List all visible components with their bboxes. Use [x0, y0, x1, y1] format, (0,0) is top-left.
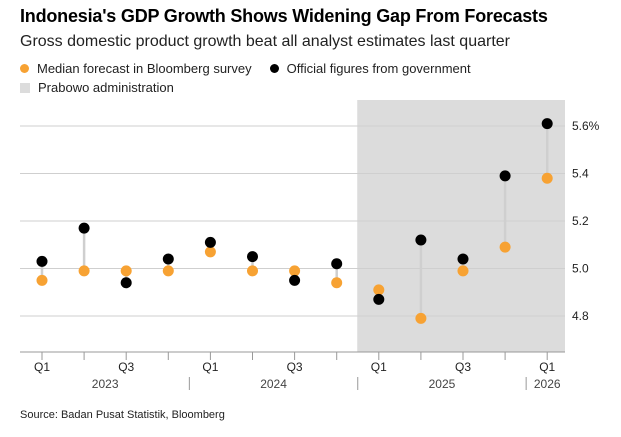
x-tick-label: Q3 — [287, 360, 303, 374]
legend-item-shade: Prabowo administration — [20, 80, 174, 95]
x-tick-label: Q3 — [118, 360, 134, 374]
forecast-point — [289, 265, 301, 277]
official-point — [541, 118, 553, 130]
official-point — [373, 293, 385, 305]
x-tick-label: Q1 — [539, 360, 555, 374]
legend-label-forecast: Median forecast in Bloomberg survey — [37, 61, 252, 76]
y-tick-label-5.6: 5.6% — [572, 119, 600, 133]
forecast-point — [120, 265, 132, 277]
y-tick-label-5: 5.0 — [572, 262, 589, 276]
forecast-point — [204, 246, 216, 258]
official-point — [289, 274, 301, 286]
chart-title: Indonesia's GDP Growth Shows Widening Ga… — [20, 6, 548, 26]
year-label-2025: 2025 — [429, 377, 456, 391]
official-point — [78, 222, 90, 234]
official-point — [415, 234, 427, 246]
x-tick-label: Q1 — [371, 360, 387, 374]
legend-label-official: Official figures from government — [286, 61, 471, 76]
legend-item-forecast: Median forecast in Bloomberg survey — [20, 61, 252, 76]
x-tick-label: Q1 — [202, 360, 218, 374]
forecast-point — [78, 265, 90, 277]
official-point — [499, 170, 511, 182]
year-label-2024: 2024 — [260, 377, 287, 391]
official-point — [457, 253, 469, 265]
forecast-point — [541, 172, 553, 184]
forecast-point — [36, 274, 48, 286]
official-point — [162, 253, 174, 265]
official-point — [120, 277, 132, 289]
legend-item-official: Official figures from government — [269, 61, 471, 76]
x-tick-label: Q1 — [34, 360, 50, 374]
official-dot-icon — [269, 64, 279, 73]
year-label-2023: 2023 — [92, 377, 119, 391]
y-tick-label-4.8: 4.8 — [572, 309, 589, 323]
y-tick-label-5.4: 5.4 — [572, 167, 589, 181]
forecast-point — [331, 277, 343, 289]
official-point — [204, 236, 216, 248]
official-point — [331, 258, 343, 270]
chart-subtitle: Gross domestic product growth beat all a… — [20, 33, 510, 50]
forecast-point — [499, 241, 511, 253]
shade-square-icon — [20, 82, 30, 93]
forecast-dot-icon — [20, 64, 29, 73]
official-point — [247, 251, 258, 263]
forecast-point — [415, 312, 427, 324]
forecast-point — [247, 265, 258, 277]
forecast-point — [457, 265, 469, 277]
year-label-2026: 2026 — [534, 377, 561, 391]
forecast-point — [373, 284, 385, 296]
legend-row-2: Prabowo administration — [20, 80, 192, 95]
forecast-point — [162, 265, 174, 277]
legend-row-1: Median forecast in Bloomberg survey Offi… — [20, 61, 489, 76]
y-tick-label-5.2: 5.2 — [572, 214, 589, 228]
prabowo-shaded-region — [357, 100, 565, 352]
source-note: Source: Badan Pusat Statistik, Bloomberg — [20, 409, 225, 421]
x-tick-label: Q3 — [455, 360, 471, 374]
legend-label-shade: Prabowo administration — [38, 80, 174, 95]
official-point — [36, 255, 48, 267]
